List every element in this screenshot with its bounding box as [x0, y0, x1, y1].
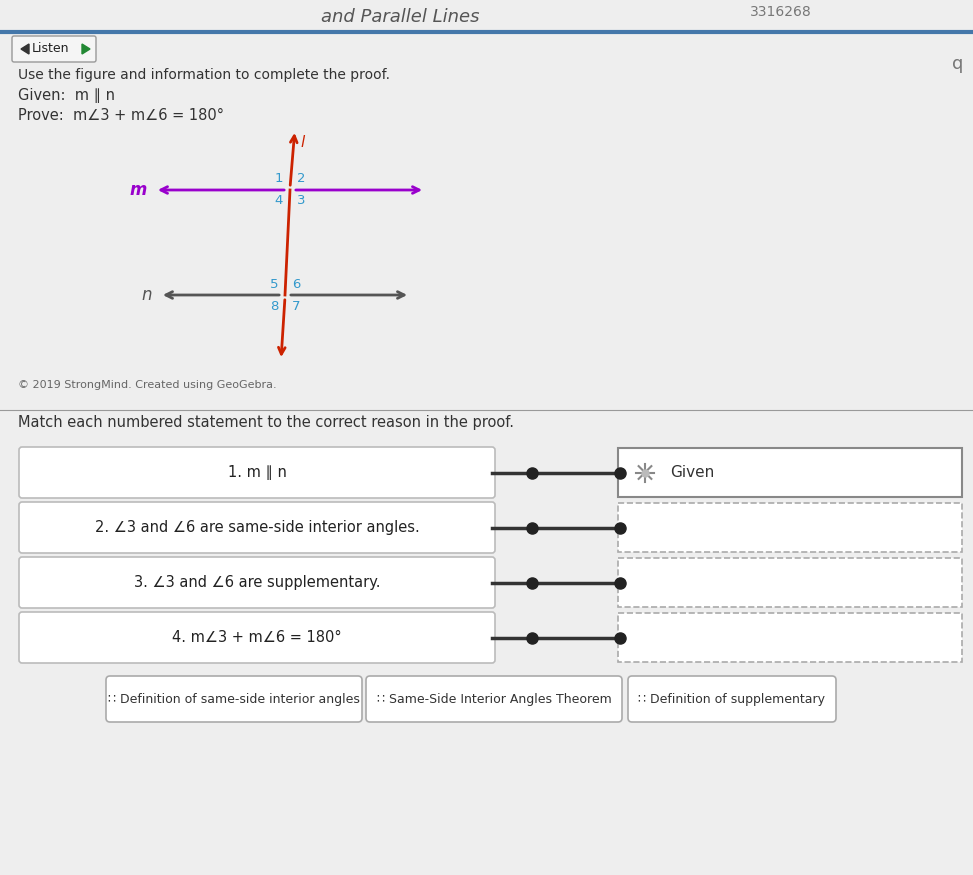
FancyBboxPatch shape	[618, 448, 962, 497]
Text: and Parallel Lines: and Parallel Lines	[321, 8, 480, 26]
Text: Listen: Listen	[32, 43, 69, 55]
Text: 2. ∠3 and ∠6 are same-side interior angles.: 2. ∠3 and ∠6 are same-side interior angl…	[94, 520, 419, 535]
Text: 4. m∠3 + m∠6 = 180°: 4. m∠3 + m∠6 = 180°	[172, 630, 342, 645]
Text: 2: 2	[297, 172, 306, 186]
Text: l: l	[301, 135, 306, 150]
Text: 3316268: 3316268	[750, 5, 811, 19]
FancyBboxPatch shape	[19, 447, 495, 498]
Text: © 2019 StrongMind. Created using GeoGebra.: © 2019 StrongMind. Created using GeoGebr…	[18, 380, 276, 390]
FancyBboxPatch shape	[19, 612, 495, 663]
Text: Match each numbered statement to the correct reason in the proof.: Match each numbered statement to the cor…	[18, 415, 514, 430]
FancyBboxPatch shape	[19, 502, 495, 553]
Text: q: q	[953, 55, 963, 73]
Text: Prove:  m∠3 + m∠6 = 180°: Prove: m∠3 + m∠6 = 180°	[18, 108, 224, 123]
Text: m: m	[129, 181, 147, 199]
Text: ∷ Same-Side Interior Angles Theorem: ∷ Same-Side Interior Angles Theorem	[377, 692, 611, 705]
FancyBboxPatch shape	[12, 36, 96, 62]
Text: 4: 4	[274, 194, 283, 207]
Text: 3: 3	[297, 194, 306, 207]
Text: 3. ∠3 and ∠6 are supplementary.: 3. ∠3 and ∠6 are supplementary.	[133, 575, 380, 590]
Text: Given:  m ∥ n: Given: m ∥ n	[18, 88, 115, 103]
Polygon shape	[21, 44, 29, 54]
Text: Use the figure and information to complete the proof.: Use the figure and information to comple…	[18, 68, 390, 82]
FancyBboxPatch shape	[106, 676, 362, 722]
Text: 7: 7	[292, 299, 301, 312]
FancyBboxPatch shape	[618, 503, 962, 552]
Polygon shape	[82, 44, 90, 54]
Text: Given: Given	[670, 465, 714, 480]
FancyBboxPatch shape	[618, 558, 962, 607]
Text: n: n	[141, 286, 152, 304]
FancyBboxPatch shape	[366, 676, 622, 722]
Text: 8: 8	[270, 299, 278, 312]
Text: ∷ Definition of same-side interior angles: ∷ Definition of same-side interior angle…	[108, 692, 360, 705]
Text: 1: 1	[274, 172, 283, 186]
FancyBboxPatch shape	[19, 557, 495, 608]
FancyBboxPatch shape	[628, 676, 836, 722]
FancyBboxPatch shape	[618, 613, 962, 662]
Text: 1. m ∥ n: 1. m ∥ n	[228, 465, 286, 480]
Text: 6: 6	[292, 277, 301, 290]
Text: 5: 5	[270, 277, 278, 290]
Text: ∷ Definition of supplementary: ∷ Definition of supplementary	[638, 692, 825, 705]
